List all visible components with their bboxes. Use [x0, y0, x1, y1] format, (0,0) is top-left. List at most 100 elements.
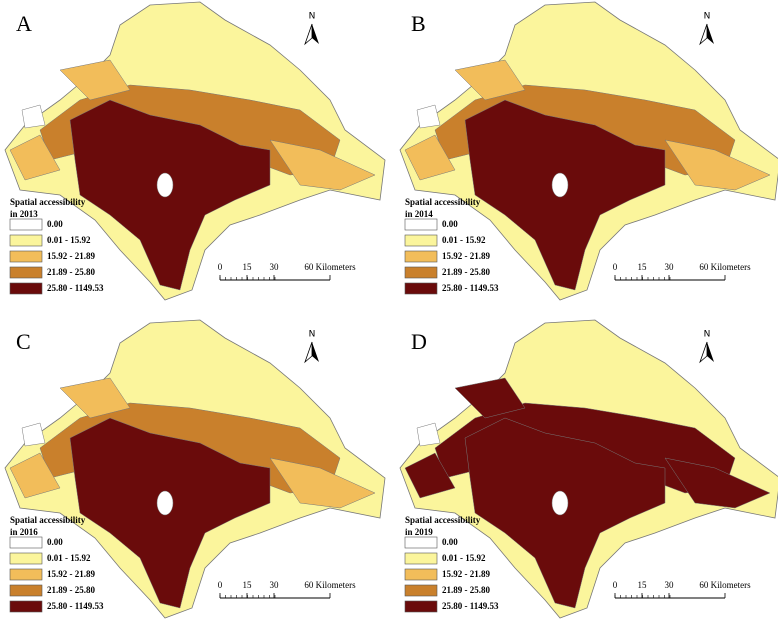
legend-swatch — [9, 584, 43, 597]
region-zone — [464, 99, 666, 291]
scale-label: 60 Kilometers — [699, 262, 751, 272]
scale-label: 15 — [638, 580, 648, 590]
legend-swatch — [404, 234, 438, 247]
scale-label: 0 — [218, 262, 223, 272]
scale-label: 0 — [218, 580, 223, 590]
legend-label: 15.92 - 21.89 — [47, 569, 95, 579]
region-zone — [664, 139, 771, 191]
legend-label: 25.80 - 1149.53 — [442, 601, 499, 611]
legend-swatch — [404, 600, 438, 613]
scale-label: 15 — [243, 262, 253, 272]
legend-label: 0.00 — [47, 219, 63, 229]
legend-swatch — [404, 552, 438, 565]
legend-label: 15.92 - 21.89 — [442, 251, 490, 261]
legend-label: 21.89 - 25.80 — [442, 585, 490, 595]
legend-swatch — [404, 282, 438, 295]
region-zone — [404, 134, 456, 181]
scale-label: 0 — [613, 262, 618, 272]
legend-swatch — [404, 266, 438, 279]
north-arrow — [699, 23, 708, 46]
region-zone — [464, 417, 666, 609]
region-zone — [416, 104, 441, 129]
scale-label: 60 Kilometers — [699, 580, 751, 590]
north-arrow — [304, 23, 313, 46]
region-zone — [59, 377, 131, 419]
legend-swatch — [9, 218, 43, 231]
legend-label: 0.01 - 15.92 — [47, 235, 91, 245]
north-label: N — [309, 330, 316, 340]
legend-title: in 2019 — [405, 527, 433, 537]
north-arrow — [312, 24, 319, 44]
region-zone — [404, 452, 456, 499]
region-zone — [269, 139, 376, 191]
legend-label: 0.01 - 15.92 — [47, 553, 91, 563]
scale-label: 30 — [270, 262, 280, 272]
legend-label: 0.00 — [442, 537, 458, 547]
legend-label: 0.01 - 15.92 — [442, 553, 486, 563]
region-zone — [9, 134, 61, 181]
region-zone — [454, 59, 526, 101]
region-zone — [69, 417, 271, 609]
legend-title: in 2014 — [405, 209, 433, 219]
legend-label: 25.80 - 1149.53 — [442, 283, 499, 293]
panel-label: A — [16, 11, 32, 36]
north-arrow — [707, 24, 714, 44]
region-hole — [551, 490, 569, 516]
legend-label: 0.01 - 15.92 — [442, 235, 486, 245]
legend-title: Spatial accessibility — [10, 515, 86, 525]
region-hole — [156, 490, 174, 516]
legend-swatch — [404, 536, 438, 549]
scale-label: 30 — [270, 580, 280, 590]
north-arrow — [699, 341, 708, 364]
north-label: N — [704, 12, 711, 22]
legend-label: 25.80 - 1149.53 — [47, 601, 104, 611]
legend-label: 0.00 — [442, 219, 458, 229]
region-zone — [416, 422, 441, 447]
region-zone — [9, 452, 61, 499]
legend-swatch — [404, 218, 438, 231]
region-zone — [664, 457, 771, 509]
region-zone — [21, 422, 46, 447]
map-panel: A N Spatial accessibility in 2013 0.00 0.01 -… — [4, 1, 386, 301]
scale-label: 30 — [665, 580, 675, 590]
legend-title: Spatial accessibility — [405, 515, 481, 525]
legend-swatch — [404, 250, 438, 263]
legend-swatch — [9, 234, 43, 247]
region-hole — [551, 172, 569, 198]
legend-title: in 2013 — [10, 209, 38, 219]
legend-swatch — [9, 282, 43, 295]
north-arrow — [312, 342, 319, 362]
north-arrow — [304, 341, 313, 364]
region-hole — [156, 172, 174, 198]
legend-title: Spatial accessibility — [405, 197, 481, 207]
scale-label: 60 Kilometers — [304, 262, 356, 272]
map-panel: D N Spatial accessibility in 2019 0.00 0.01 -… — [399, 319, 778, 619]
legend-swatch — [9, 266, 43, 279]
scale-label: 60 Kilometers — [304, 580, 356, 590]
legend-swatch — [404, 584, 438, 597]
legend-title: Spatial accessibility — [10, 197, 86, 207]
legend-swatch — [9, 250, 43, 263]
panel-label: B — [411, 11, 426, 36]
scale-label: 0 — [613, 580, 618, 590]
map-panel: C N Spatial accessibility in 2016 0.00 0.01 -… — [4, 319, 386, 619]
region-zone — [59, 59, 131, 101]
north-label: N — [309, 12, 316, 22]
legend-swatch — [404, 568, 438, 581]
scale-label: 15 — [243, 580, 253, 590]
legend-label: 15.92 - 21.89 — [442, 569, 490, 579]
panel-label: C — [16, 329, 31, 354]
region-zone — [69, 99, 271, 291]
panel-label: D — [411, 329, 427, 354]
north-arrow — [707, 342, 714, 362]
scale-label: 15 — [638, 262, 648, 272]
legend-title: in 2016 — [10, 527, 38, 537]
legend-swatch — [9, 568, 43, 581]
legend-label: 25.80 - 1149.53 — [47, 283, 104, 293]
legend-label: 21.89 - 25.80 — [47, 267, 95, 277]
region-zone — [454, 377, 526, 419]
legend-swatch — [9, 600, 43, 613]
legend-label: 0.00 — [47, 537, 63, 547]
scale-label: 30 — [665, 262, 675, 272]
legend-label: 15.92 - 21.89 — [47, 251, 95, 261]
